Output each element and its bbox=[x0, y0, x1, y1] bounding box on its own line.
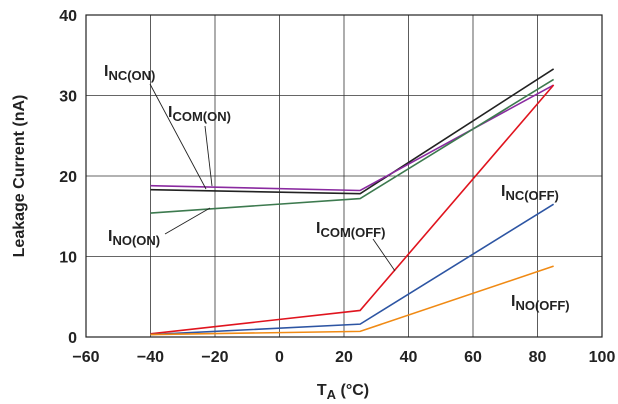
x-tick-label: 100 bbox=[589, 349, 616, 366]
series-line-no-off bbox=[150, 265, 554, 336]
tick-labels: −60 −40 −20 0 20 40 60 80 100 0 10 20 30 40 bbox=[59, 8, 615, 366]
y-tick-label: 30 bbox=[59, 89, 77, 106]
callout-leader bbox=[372, 238, 396, 272]
y-tick-label: 0 bbox=[68, 330, 77, 347]
series-line-no-on bbox=[150, 78, 555, 214]
y-axis-title: Leakage Current (nA) bbox=[11, 95, 28, 258]
plot-area-frame bbox=[85, 14, 603, 338]
series-labels: INC(ON) ICOM(ON) INO(ON) ICOM(OFF) INC(OFF) I… bbox=[104, 63, 570, 313]
y-tick-label: 40 bbox=[59, 8, 77, 25]
x-tick-label: −20 bbox=[201, 349, 228, 366]
y-tick-label: 10 bbox=[59, 250, 77, 267]
x-tick-label: 20 bbox=[335, 349, 353, 366]
series-label: INC(ON) bbox=[104, 63, 155, 83]
y-tick-label: 20 bbox=[59, 169, 77, 186]
callout-leader bbox=[149, 83, 207, 190]
series-lines bbox=[150, 68, 555, 336]
series-label: INO(OFF) bbox=[511, 293, 570, 313]
callout-leaders bbox=[149, 83, 396, 272]
x-tick-label: −60 bbox=[72, 349, 99, 366]
x-tick-label: 80 bbox=[529, 349, 547, 366]
series-label: ICOM(ON) bbox=[168, 104, 231, 124]
callout-leader bbox=[204, 125, 213, 187]
series-label: INC(OFF) bbox=[501, 183, 559, 203]
x-tick-label: 60 bbox=[464, 349, 482, 366]
series-line-nc-off bbox=[150, 203, 555, 336]
x-tick-label: −40 bbox=[137, 349, 164, 366]
callout-leader bbox=[164, 207, 211, 235]
series-label: ICOM(OFF) bbox=[316, 220, 385, 240]
series-line-com-on bbox=[150, 84, 555, 192]
x-tick-label: 40 bbox=[400, 349, 418, 366]
x-tick-label: 0 bbox=[275, 349, 284, 366]
series-line-com-off bbox=[150, 84, 555, 335]
grid bbox=[86, 15, 602, 337]
series-label: INO(ON) bbox=[108, 228, 160, 248]
series-line-nc-on bbox=[150, 68, 555, 195]
x-axis-title: TA (°C) bbox=[317, 382, 369, 402]
